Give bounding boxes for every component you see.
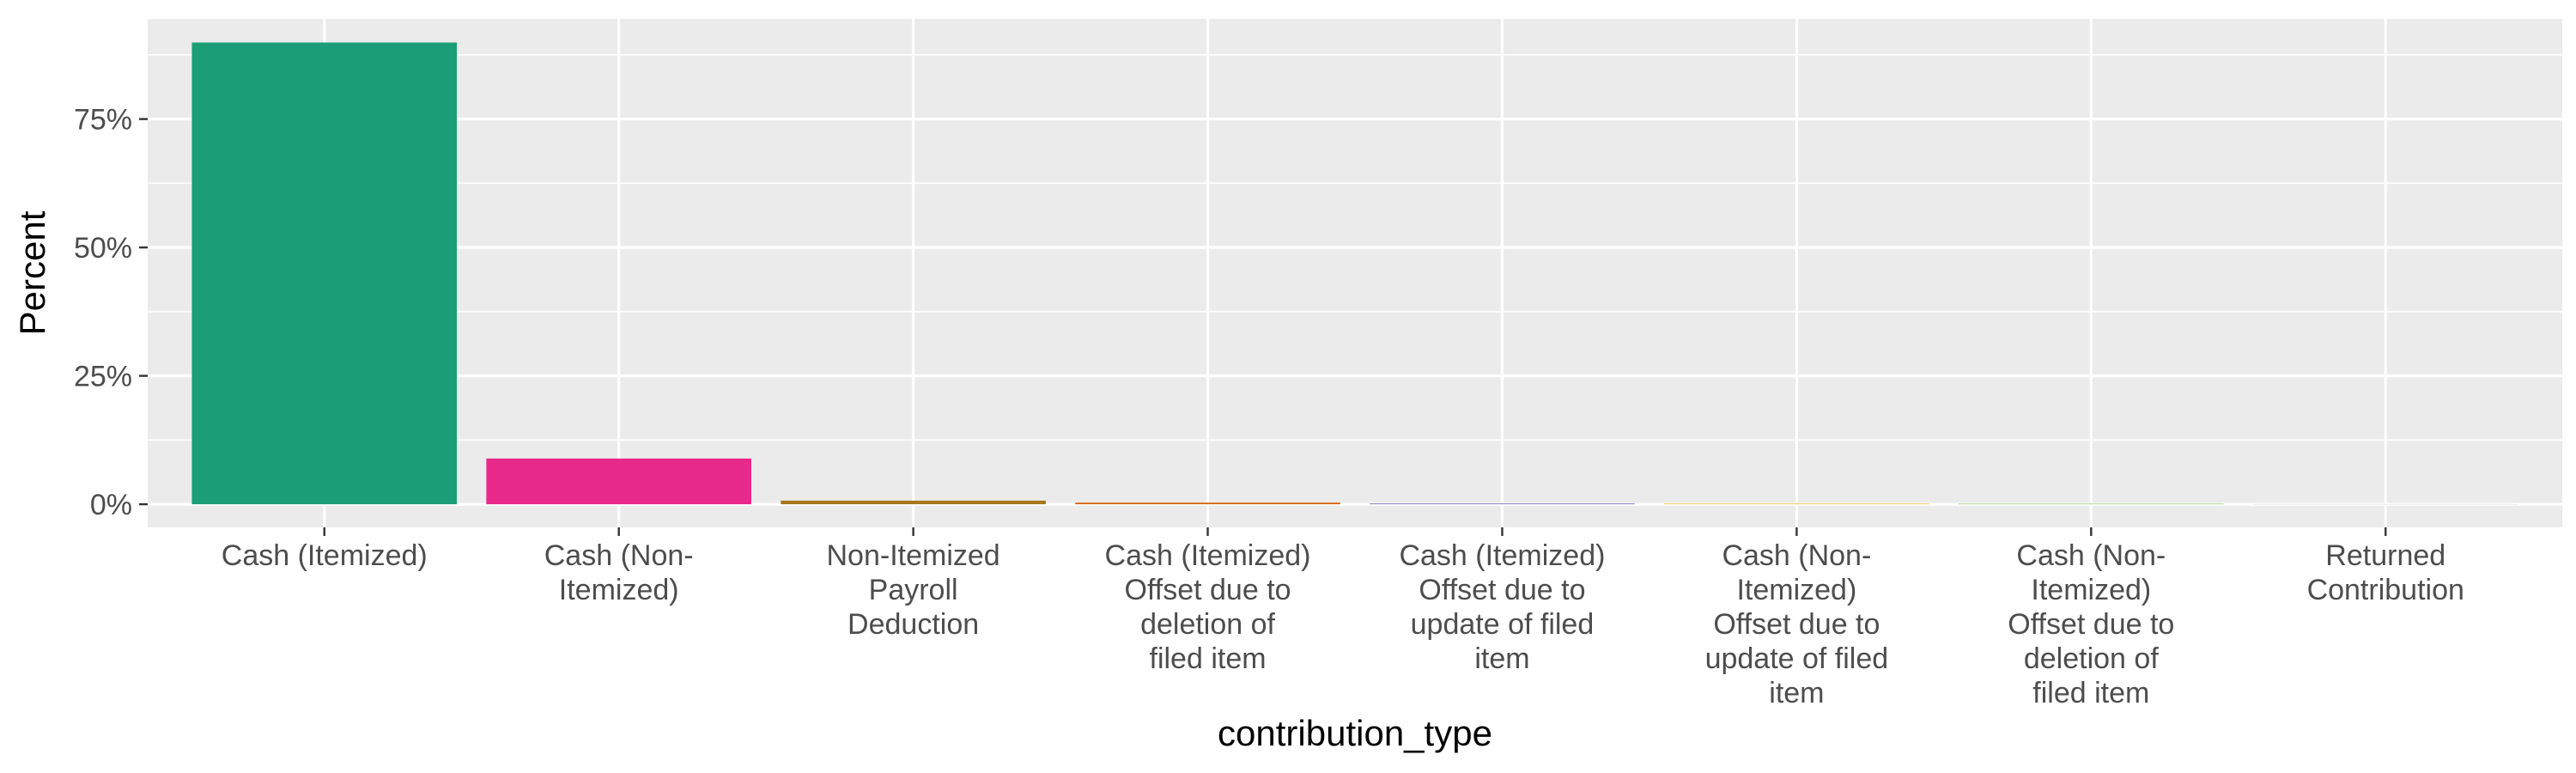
x-tick-label-line: Payroll <box>869 574 958 606</box>
y-axis-title: Percent <box>12 210 52 335</box>
x-tick-label-line: Non-Itemized <box>827 539 1000 572</box>
x-tick-label-line: update of filed <box>1705 642 1889 675</box>
x-tick-label-line: filed item <box>1150 642 1267 675</box>
x-tick-label-line: Cash (Non- <box>2016 539 2166 572</box>
x-tick-label-line: Cash (Non- <box>1722 539 1871 572</box>
x-tick-label: Cash (Itemized) <box>222 539 428 572</box>
x-tick-label-line: Offset due to <box>2008 608 2174 641</box>
y-axis: 0% 25% 50% 75% <box>74 104 148 521</box>
x-tick-label: Returned Contribution <box>2307 539 2464 606</box>
x-tick-label-line: Deduction <box>848 608 979 641</box>
y-tick-label: 50% <box>74 232 132 265</box>
bar <box>486 458 751 505</box>
x-tick-label-line: Itemized) <box>2031 574 2151 606</box>
y-tick-label: 25% <box>74 361 132 393</box>
x-tick-label: Cash (Itemized) Offset due to update of fi… <box>1399 539 1605 675</box>
x-tick-label-line: Cash (Itemized) <box>222 539 428 572</box>
major-gridlines <box>148 19 2562 527</box>
x-tick-label-line: update of filed <box>1411 608 1595 641</box>
x-tick-label-line: deletion of <box>2024 642 2159 675</box>
y-tick-label: 0% <box>90 489 132 521</box>
x-axis-title: contribution_type <box>1218 713 1492 753</box>
x-axis: Cash (Itemized) Cash (Non-Itemized)Non-It… <box>222 527 2464 709</box>
x-tick-label-line: Itemized) <box>1736 574 1856 606</box>
y-tick-label: 75% <box>74 104 132 137</box>
minor-gridlines <box>148 54 2562 441</box>
bar <box>781 500 1046 505</box>
bar <box>1664 503 1929 505</box>
x-tick-label-line: Cash (Itemized) <box>1105 539 1311 572</box>
x-tick-label-line: Itemized) <box>559 574 679 606</box>
x-tick-label-line: Offset due to <box>1125 574 1291 606</box>
x-tick-label: Cash (Itemized) Offset due to deletion of f… <box>1105 539 1311 675</box>
x-tick-label: Cash (Non-Itemized) Offset due to deletion… <box>2008 539 2174 709</box>
x-tick-label-line: item <box>1769 677 1824 709</box>
plot-panel <box>148 19 2562 527</box>
bar <box>1075 502 1340 505</box>
bars <box>191 42 2518 505</box>
x-tick-label-line: Returned <box>2325 539 2445 572</box>
x-tick-label: Cash (Non-Itemized) <box>544 539 694 606</box>
x-tick-label-line: item <box>1474 642 1529 675</box>
x-tick-label-line: Cash (Non- <box>544 539 694 572</box>
x-tick-label: Non-Itemized Payroll Deduction <box>827 539 1000 641</box>
x-tick-label-line: deletion of <box>1140 608 1275 641</box>
x-tick-label-line: filed item <box>2032 677 2149 709</box>
x-tick-label-line: Offset due to <box>1419 574 1585 606</box>
x-tick-label: Cash (Non-Itemized) Offset due to update o… <box>1705 539 1889 709</box>
x-tick-label-line: Cash (Itemized) <box>1399 539 1605 572</box>
x-tick-label-line: Offset due to <box>1713 608 1880 641</box>
x-tick-label-line: Contribution <box>2307 574 2464 606</box>
bar <box>191 42 458 505</box>
bar <box>1370 503 1635 505</box>
